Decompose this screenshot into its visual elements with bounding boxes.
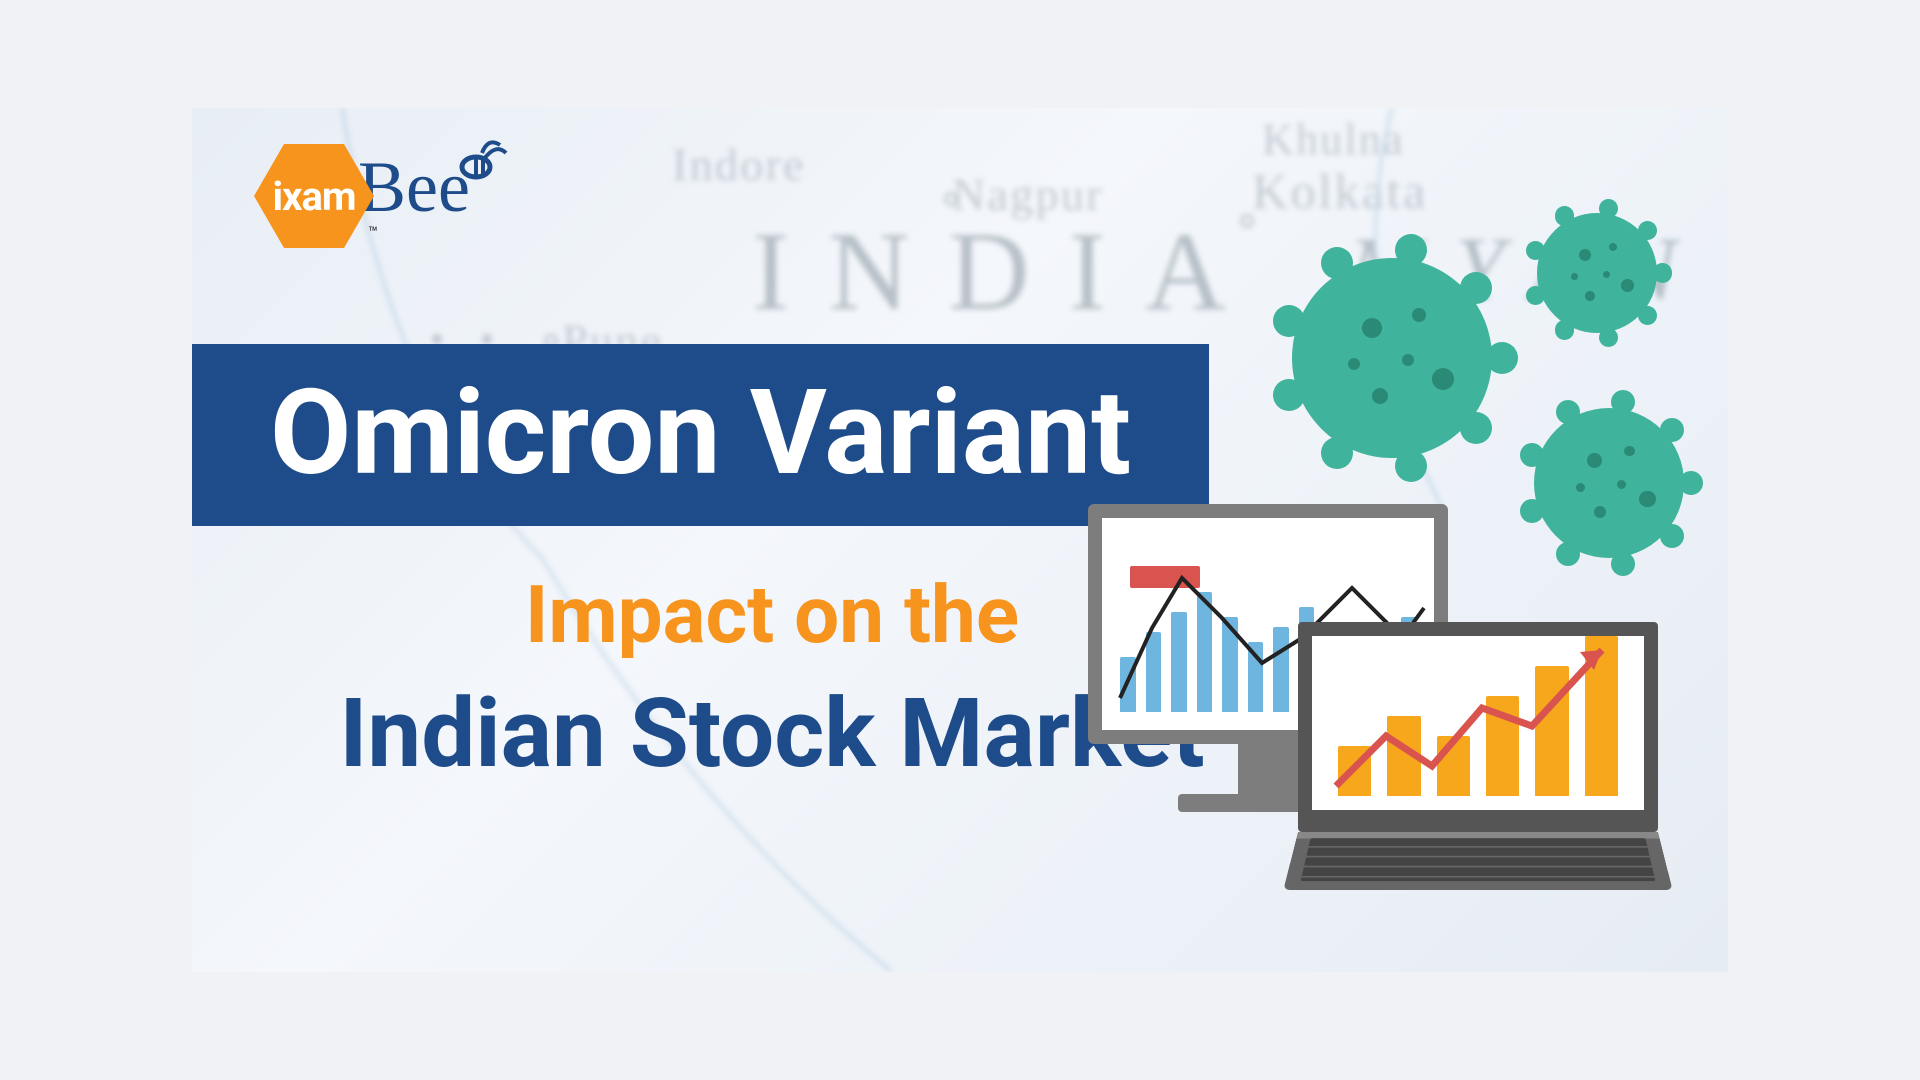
laptop-screen: [1298, 622, 1658, 832]
logo-ixam-text: ixam: [273, 173, 356, 220]
title-text: Omicron Variant: [270, 364, 1131, 502]
laptop: [1298, 622, 1658, 902]
logo-bee-text: Bee: [358, 147, 470, 227]
virus-icon: [1537, 213, 1657, 333]
infographic-canvas: INDIA MYAN Indore Nagpur Kolkata Khulna …: [192, 108, 1728, 972]
computer-graphics: [1078, 482, 1658, 902]
ixambee-logo: ixam Bee ™: [254, 144, 470, 248]
title-banner: Omicron Variant: [192, 344, 1209, 526]
logo-hexagon: ixam: [254, 144, 374, 248]
growth-arrow-icon: [1312, 636, 1644, 810]
virus-icon: [1292, 258, 1492, 458]
bee-icon: [456, 139, 510, 183]
